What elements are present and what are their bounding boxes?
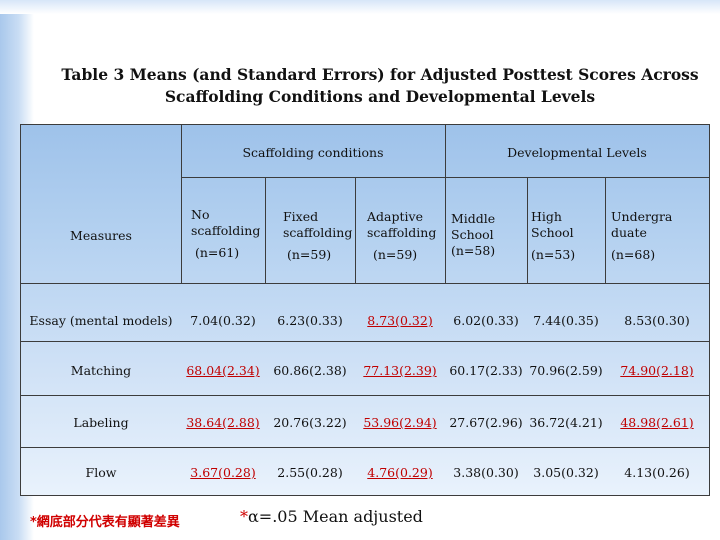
column-header-n: (n=58)	[451, 243, 496, 258]
grid-hline-row1	[21, 341, 709, 342]
decorative-top-band	[0, 0, 720, 14]
row-measure-label: Labeling	[73, 415, 129, 430]
row-measure-label: Essay (mental models)	[29, 313, 173, 328]
column-header-adaptive-scaffolding: Adaptive scaffolding (n=59)	[367, 209, 443, 263]
column-header-line: Middle	[451, 211, 496, 226]
column-header-n: (n=61)	[195, 245, 240, 260]
table-cell: 4.13(0.26)	[624, 465, 690, 480]
table-cell: 20.76(3.22)	[273, 415, 347, 430]
grid-hline-row3	[21, 447, 709, 448]
column-header-line: scaffolding	[367, 225, 437, 240]
table-cell-significant: 53.96(2.94)	[363, 415, 437, 430]
slide-title: Table 3 Means (and Standard Errors) for …	[60, 64, 700, 108]
column-header-n: (n=68)	[611, 247, 656, 262]
column-header-line: duate	[611, 225, 647, 240]
column-header-line: School	[531, 225, 574, 240]
table-cell: 8.53(0.30)	[624, 313, 690, 328]
column-header-line: Fixed	[283, 209, 319, 224]
title-line-1: Table 3 Means (and Standard Errors) for …	[61, 65, 699, 84]
table-cell: 3.05(0.32)	[533, 465, 599, 480]
column-header-line: School	[451, 227, 494, 242]
row-measure-label: Flow	[85, 465, 117, 480]
grid-vline-col1	[265, 177, 266, 283]
table-cell: 3.38(0.30)	[453, 465, 519, 480]
column-header-line: Undergra	[611, 209, 673, 224]
grid-vline-col5	[605, 177, 606, 283]
column-header-line: Adaptive	[367, 209, 423, 224]
table-cell: 6.23(0.33)	[277, 313, 343, 328]
group-header-developmental: Developmental Levels	[507, 145, 647, 160]
column-header-line: scaffolding	[191, 223, 261, 238]
column-header-middle-school: Middle School (n=58)	[451, 211, 525, 259]
column-header-n: (n=59)	[373, 247, 418, 262]
measures-header: Measures	[70, 228, 132, 243]
table-cell: 60.86(2.38)	[273, 363, 347, 378]
group-header-scaffolding: Scaffolding conditions	[242, 145, 384, 160]
column-header-undergraduate: Undergra duate (n=68)	[611, 209, 707, 263]
table-cell: 7.04(0.32)	[190, 313, 256, 328]
table-cell-significant: 3.67(0.28)	[190, 465, 256, 480]
results-table: Scaffolding conditions Developmental Lev…	[20, 124, 710, 496]
table-cell-significant: 8.73(0.32)	[367, 313, 433, 328]
footnote-alpha-note: *α=.05 Mean adjusted	[240, 507, 423, 526]
table-cell: 7.44(0.35)	[533, 313, 599, 328]
column-header-high-school: High School (n=53)	[531, 209, 603, 263]
table-cell: 6.02(0.33)	[453, 313, 519, 328]
table-cell: 70.96(2.59)	[529, 363, 603, 378]
table-cell: 36.72(4.21)	[529, 415, 603, 430]
table-cell: 27.67(2.96)	[449, 415, 523, 430]
grid-vline-col2	[355, 177, 356, 283]
table-cell-significant: 74.90(2.18)	[620, 363, 694, 378]
column-header-n: (n=59)	[287, 247, 332, 262]
row-measure-label: Matching	[70, 363, 132, 378]
table-cell: 2.55(0.28)	[277, 465, 343, 480]
table-cell-significant: 68.04(2.34)	[186, 363, 260, 378]
grid-hline-row2	[21, 395, 709, 396]
title-line-2: Scaffolding Conditions and Developmental…	[164, 87, 596, 106]
grid-hline-header	[21, 283, 709, 284]
table-cell-significant: 38.64(2.88)	[186, 415, 260, 430]
column-header-n: (n=53)	[531, 247, 576, 262]
column-header-line: No	[191, 207, 210, 222]
table-cell: 60.17(2.33)	[449, 363, 523, 378]
column-header-line: scaffolding	[283, 225, 353, 240]
footnote-star: *	[240, 507, 248, 526]
column-header-line: High	[531, 209, 562, 224]
table-cell-significant: 4.76(0.29)	[367, 465, 433, 480]
grid-vline-groups	[445, 125, 446, 177]
table-cell-significant: 48.98(2.61)	[620, 415, 694, 430]
column-header-fixed-scaffolding: Fixed scaffolding (n=59)	[283, 209, 355, 263]
footnote-alpha-text: α=.05 Mean adjusted	[248, 507, 423, 526]
footnote-shading-note: *網底部分代表有顯著差異	[30, 515, 180, 530]
column-header-no-scaffolding: No scaffolding (n=61)	[191, 207, 263, 261]
grid-vline-col4	[527, 177, 528, 283]
grid-vline-measures	[181, 125, 182, 283]
grid-vline-col3	[445, 177, 446, 283]
table-cell-significant: 77.13(2.39)	[363, 363, 437, 378]
